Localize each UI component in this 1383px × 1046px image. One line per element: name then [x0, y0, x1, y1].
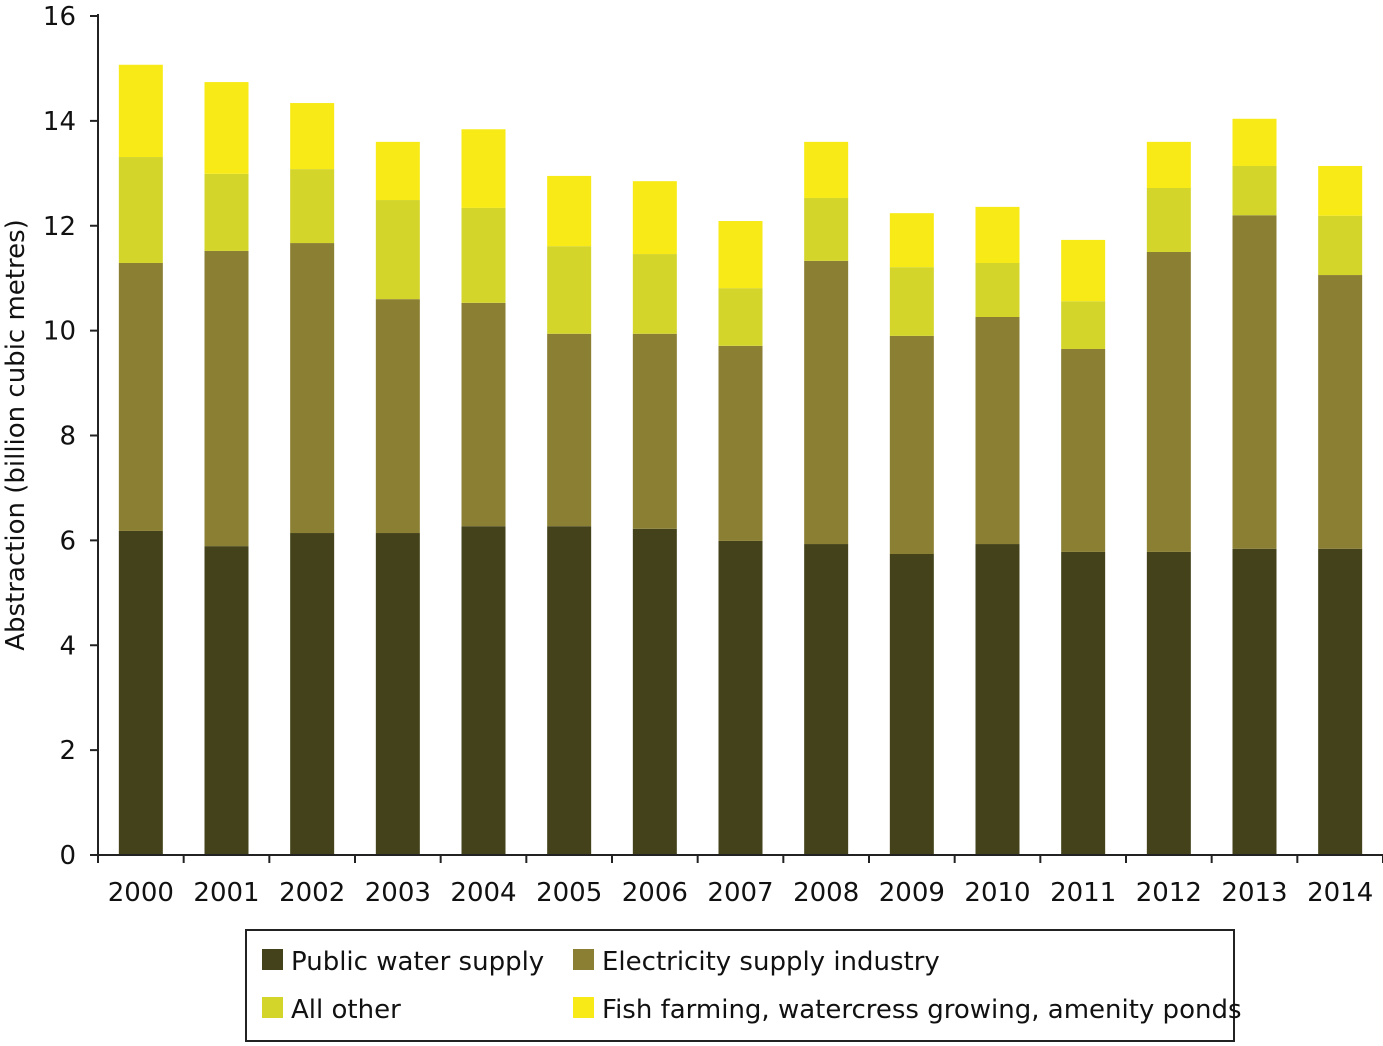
bar-segment-2008-1 — [804, 260, 849, 545]
legend-label: Electricity supply industry — [602, 947, 940, 977]
legend-label: Public water supply — [291, 947, 544, 977]
bar-segment-2002-3 — [290, 103, 335, 170]
bar-segment-2000-3 — [118, 64, 163, 158]
bar-segment-2012-2 — [1146, 187, 1191, 252]
bar-segment-2005-3 — [547, 175, 592, 247]
bar-segment-2006-3 — [632, 181, 677, 255]
bar-segment-2003-1 — [375, 299, 420, 534]
x-tick-label: 2005 — [536, 878, 602, 908]
bar-segment-2006-1 — [632, 333, 677, 529]
y-tick-label: 10 — [43, 317, 76, 347]
bar-segment-2001-3 — [204, 82, 249, 174]
x-tick-label: 2014 — [1307, 878, 1373, 908]
bar-segment-2001-2 — [204, 173, 249, 251]
bar-segment-2012-1 — [1146, 251, 1191, 552]
bar-segment-2006-2 — [632, 254, 677, 334]
x-tick-label: 2007 — [707, 878, 773, 908]
bar-segment-2001-0 — [204, 546, 249, 855]
bar-segment-2010-1 — [975, 316, 1020, 545]
bar-segment-2003-0 — [375, 533, 420, 855]
bar-segment-2008-2 — [804, 197, 849, 261]
y-tick-label: 14 — [43, 107, 76, 137]
x-tick-label: 2004 — [450, 878, 516, 908]
bar-segment-2006-0 — [632, 528, 677, 855]
bar-segment-2014-3 — [1318, 165, 1363, 216]
y-tick-label: 12 — [43, 212, 76, 242]
legend-swatch — [573, 997, 594, 1018]
bar-segment-2004-3 — [461, 129, 506, 208]
x-tick-label: 2008 — [793, 878, 859, 908]
bar-segment-2008-3 — [804, 141, 849, 198]
legend-label: Fish farming, watercress growing, amenit… — [602, 995, 1242, 1025]
y-tick-label: 8 — [59, 422, 76, 452]
bar-segment-2013-2 — [1232, 165, 1277, 216]
bar-segment-2014-0 — [1318, 548, 1363, 855]
bar-segment-2010-3 — [975, 206, 1020, 263]
x-tick-label: 2010 — [964, 878, 1030, 908]
bar-segment-2002-0 — [290, 533, 335, 855]
bar-segment-2005-0 — [547, 526, 592, 855]
legend: Public water supply Electricity supply in… — [245, 929, 1242, 1042]
bar-segment-2004-1 — [461, 302, 506, 527]
y-tick-label: 2 — [59, 736, 76, 766]
x-tick-label: 2003 — [365, 878, 431, 908]
bar-segment-2009-2 — [889, 267, 934, 336]
bar-segment-2010-2 — [975, 262, 1020, 317]
bar-segment-2013-1 — [1232, 215, 1277, 549]
x-tick-label: 2013 — [1221, 878, 1287, 908]
legend-swatch — [262, 949, 283, 970]
x-tick-label: 2000 — [108, 878, 174, 908]
legend-swatch — [573, 949, 594, 970]
bar-segment-2002-1 — [290, 243, 335, 534]
bar-segment-2012-3 — [1146, 141, 1191, 188]
bar-segment-2005-2 — [547, 246, 592, 334]
bar-segment-2003-2 — [375, 200, 420, 300]
bar-segment-2014-1 — [1318, 275, 1363, 549]
bar-segment-2014-2 — [1318, 215, 1363, 276]
bar-segment-2000-1 — [118, 262, 163, 531]
bar-segment-2007-0 — [718, 540, 763, 855]
bar-segment-2005-1 — [547, 333, 592, 527]
legend-swatch — [262, 997, 283, 1018]
bar-segment-2013-3 — [1232, 118, 1277, 166]
y-tick-label: 4 — [59, 631, 76, 661]
y-tick-label: 0 — [59, 841, 76, 871]
legend-box — [245, 929, 1235, 1042]
bar-segment-2010-0 — [975, 544, 1020, 855]
bar-segment-2002-2 — [290, 169, 335, 244]
bar-segment-2011-1 — [1061, 348, 1106, 552]
bar-segment-2008-0 — [804, 544, 849, 855]
bar-segment-2011-2 — [1061, 301, 1106, 349]
bar-segment-2000-2 — [118, 157, 163, 263]
x-tick-label: 2009 — [879, 878, 945, 908]
bar-segment-2004-2 — [461, 207, 506, 303]
x-tick-label: 2001 — [193, 878, 259, 908]
y-tick-label: 16 — [43, 2, 76, 32]
bar-segment-2007-3 — [718, 221, 763, 289]
bar-segment-2007-1 — [718, 345, 763, 541]
legend-label: All other — [291, 995, 401, 1025]
bar-segment-2011-3 — [1061, 239, 1106, 302]
x-tick-label: 2012 — [1136, 878, 1202, 908]
bar-segment-2009-1 — [889, 335, 934, 555]
x-tick-label: 2006 — [622, 878, 688, 908]
bar-segment-2011-0 — [1061, 551, 1106, 855]
bar-segment-2004-0 — [461, 526, 506, 855]
bar-segment-2009-0 — [889, 554, 934, 855]
bar-segment-2012-0 — [1146, 551, 1191, 855]
y-tick-label: 6 — [59, 526, 76, 556]
x-tick-label: 2011 — [1050, 878, 1116, 908]
bar-segment-2003-3 — [375, 141, 420, 201]
x-tick-label: 2002 — [279, 878, 345, 908]
y-axis-label: Abstraction (billion cubic metres) — [1, 219, 31, 651]
bar-segment-2013-0 — [1232, 548, 1277, 855]
bar-segment-2009-3 — [889, 213, 934, 268]
bar-segment-2007-2 — [718, 288, 763, 346]
bar-segment-2000-0 — [118, 530, 163, 855]
bar-segment-2001-1 — [204, 250, 249, 547]
